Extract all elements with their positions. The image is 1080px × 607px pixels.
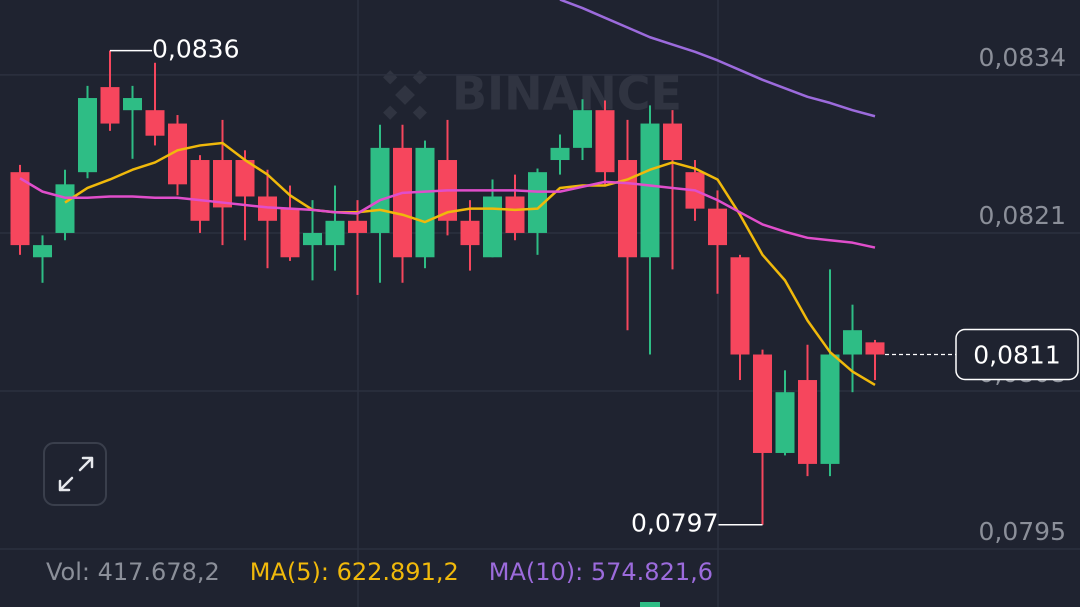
candle-body [618, 160, 637, 258]
high-label: 0,0836 [152, 35, 239, 64]
candle-body [595, 110, 615, 173]
candle-body [10, 172, 30, 246]
footer: Vol: 417.678,2 MA(5): 622.891,2 MA(10): 57… [46, 558, 713, 586]
candle-body [235, 160, 255, 197]
candle-body [123, 98, 142, 111]
candle-body [303, 232, 322, 246]
candle-body [640, 123, 660, 258]
candle-body [168, 123, 187, 185]
last-price-box [955, 328, 1079, 381]
candle-body [843, 330, 862, 355]
y-tick-label: 0,0795 [979, 517, 1066, 546]
candle-body [460, 220, 480, 246]
candle-body [213, 160, 232, 208]
ma-line [64, 141, 876, 386]
candle-body [663, 123, 682, 161]
candle-body [280, 208, 300, 258]
low-label: 0,0797 [631, 509, 718, 538]
candle-body [325, 220, 345, 246]
candle-body [820, 354, 840, 464]
candle-body [100, 87, 120, 124]
candle-body [483, 196, 502, 258]
footer-stat: Vol: 417.678,2 [46, 558, 220, 586]
candle-body [528, 172, 547, 233]
candle-body [55, 184, 75, 233]
candle-body [550, 147, 570, 161]
footer-stat: MA(5): 622.891,2 [250, 558, 459, 586]
candle-body [865, 342, 885, 355]
candle-body [708, 208, 727, 246]
watermark: BINANCE [383, 67, 682, 121]
candle-body [798, 380, 817, 464]
candle-body [573, 110, 592, 148]
plot: 0,0836 0,0797 0,0811 [10, 0, 1079, 538]
expand-button[interactable] [43, 442, 107, 506]
candle-body [33, 245, 52, 258]
candle-body [78, 98, 97, 173]
footer-stat: MA(10): 574.821,6 [489, 558, 713, 586]
candle-body [505, 196, 525, 233]
y-tick-label: 0,0821 [979, 201, 1066, 230]
ma-line [559, 0, 876, 118]
candle-body [775, 392, 795, 453]
candle-body [730, 257, 750, 355]
candle-body [190, 160, 210, 221]
candle-body [370, 147, 390, 233]
ma-line [19, 177, 876, 249]
last-price-label: 0,0811 [973, 341, 1060, 370]
candle-body [348, 220, 367, 233]
candle-body [393, 147, 412, 258]
y-tick-label: 0,0834 [979, 43, 1066, 72]
candle-body [415, 147, 435, 258]
candle-body [753, 354, 772, 453]
candle-body [145, 110, 165, 136]
volume-bar-peek [640, 602, 660, 607]
